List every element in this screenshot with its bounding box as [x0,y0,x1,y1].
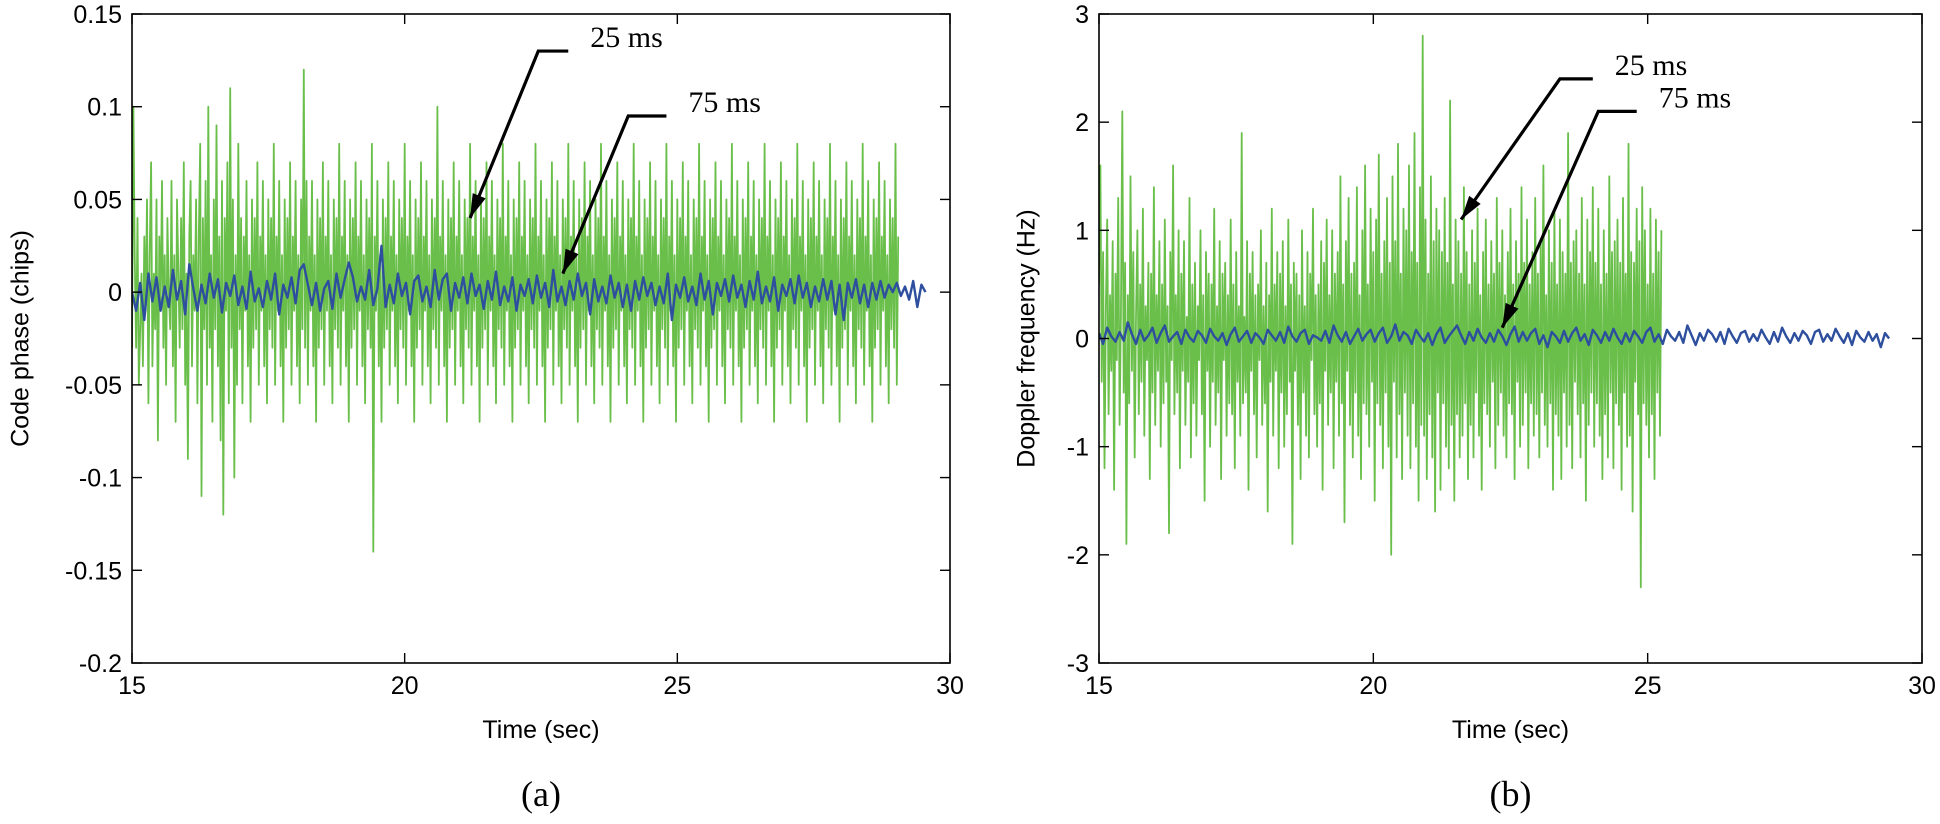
x-tick-label: 20 [391,672,419,700]
y-tick-label: -0.15 [65,557,122,585]
annotation-arrowhead [1502,302,1519,328]
plot-frame [131,13,951,664]
annotation-leader [1459,77,1593,221]
panel-label: (b) [1490,774,1532,814]
series-line-25-ms [132,68,900,553]
y-tick-label: -2 [1067,542,1089,570]
y-tick-label: 0 [108,279,122,307]
annotation-arrowhead [470,193,486,218]
x-tick-label: 20 [1359,672,1387,700]
series-line-25-ms [1099,34,1663,589]
annotation-arrowhead [562,248,579,274]
panel-label: (a) [521,774,561,814]
y-tick-label: -0.2 [79,650,122,678]
x-axis-label: Time (sec) [482,716,599,744]
x-tick-label: 25 [663,672,691,700]
y-axis-label: Code phase (chips) [7,230,35,447]
y-tick-label: -1 [1067,434,1089,462]
series-line-75-ms [132,244,927,322]
x-tick-label: 15 [1085,672,1113,700]
y-tick-label: 0.1 [87,94,122,122]
annotation-label: 75 ms [688,86,761,119]
annotation-leader [561,114,667,275]
x-tick-label: 30 [1908,672,1936,700]
y-tick-label: 0.05 [73,186,122,214]
series-line-75-ms [1099,321,1891,349]
annotation-label: 25 ms [1615,49,1688,82]
y-tick-label: 0 [1075,326,1089,354]
y-tick-label: 2 [1075,109,1089,137]
y-tick-label: 0.15 [73,1,122,29]
annotation-arrowhead [1461,195,1481,220]
y-tick-label: 1 [1075,217,1089,245]
y-tick-label: -3 [1067,650,1089,678]
annotation-leader [1500,109,1637,329]
y-tick-label: 3 [1075,1,1089,29]
chart-code-phase: Code phase (chips) Time (sec) (a) 15 20 25… [7,1,964,814]
annotation-leader [468,49,569,219]
x-tick-label: 15 [118,672,146,700]
chart-doppler-frequency: Doppler frequency (Hz) Time (sec) (b) 15… [1013,1,1936,814]
y-axis-label: Doppler frequency (Hz) [1013,209,1041,467]
x-axis-label: Time (sec) [1452,716,1569,744]
y-tick-label: -0.05 [65,372,122,400]
y-tick-label: -0.1 [79,465,122,493]
annotation-label: 75 ms [1659,81,1732,114]
annotation-label: 25 ms [590,21,663,54]
x-tick-label: 25 [1634,672,1662,700]
x-tick-label: 30 [936,672,964,700]
